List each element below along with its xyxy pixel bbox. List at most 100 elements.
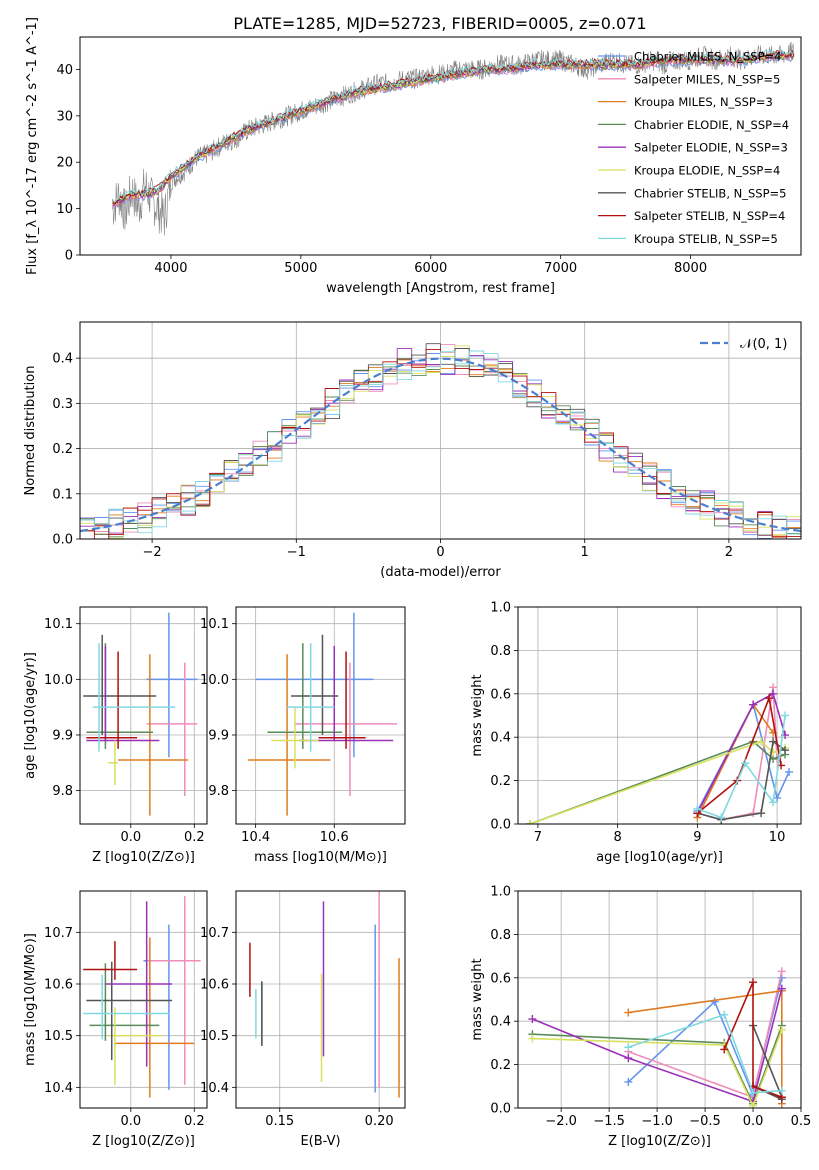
y-tick-label: 0.6 bbox=[490, 687, 511, 702]
axes-frame bbox=[79, 321, 802, 540]
y-tick-label: 10.4 bbox=[44, 1081, 73, 1096]
x-tick-label: 2 bbox=[725, 545, 733, 560]
legend-label: 𝒩(0, 1) bbox=[740, 337, 787, 352]
x-tick-label: 0.2 bbox=[184, 1114, 205, 1129]
error-bar-point bbox=[146, 896, 201, 1085]
y-tick-label: 10.6 bbox=[44, 978, 73, 993]
y-tick-label: 0.6 bbox=[490, 971, 511, 986]
x-axis-label: mass [log10(M/M⊙)] bbox=[254, 850, 387, 865]
y-tick-label: 0.4 bbox=[490, 1015, 511, 1030]
plus-marker bbox=[720, 1010, 729, 1019]
figure-title: PLATE=1285, MJD=52723, FIBERID=0005, z=0… bbox=[233, 14, 646, 33]
y-tick-label: 1.0 bbox=[490, 601, 511, 616]
y-tick-label: 0 bbox=[65, 249, 73, 264]
x-tick-label: 8 bbox=[614, 830, 622, 845]
error-bar-point bbox=[146, 612, 198, 758]
weight-series-line bbox=[628, 1013, 782, 1094]
error-bar-point bbox=[318, 651, 366, 749]
y-tick-label: 10.1 bbox=[200, 617, 229, 632]
x-axis-label: Z [log10(Z/Z⊙)] bbox=[608, 1134, 711, 1149]
x-tick-label: 0.2 bbox=[184, 830, 205, 845]
x-tick-label: 7 bbox=[534, 830, 542, 845]
y-axis-label: mass [log10(M/M⊙)] bbox=[23, 933, 38, 1066]
mass-vs-Z-plot-area bbox=[83, 896, 201, 1098]
age-vs-Z-panel: 0.0 0.2 9.8 9.9 10.0 10.1 Z [log10(Z/Z⊙)] age [… bbox=[23, 606, 208, 865]
plus-marker bbox=[624, 1077, 633, 1086]
error-bar-point bbox=[143, 924, 198, 1090]
plus-marker bbox=[528, 1015, 537, 1024]
y-axis-label: mass weight bbox=[470, 958, 485, 1040]
gaussian-curve bbox=[80, 357, 801, 533]
plus-marker bbox=[720, 1045, 729, 1054]
y-axis-label: mass weight bbox=[470, 674, 485, 756]
x-tick-label: 1 bbox=[581, 545, 589, 560]
y-tick-label: 0.2 bbox=[490, 1058, 511, 1073]
legend-label: Salpeter STELIB, N_SSP=4 bbox=[634, 209, 785, 223]
weight-vs-age-plot-area bbox=[525, 683, 794, 824]
plus-marker bbox=[769, 748, 778, 757]
model-spectrum-line bbox=[112, 49, 794, 203]
histogram-step-line bbox=[80, 350, 801, 535]
plus-marker bbox=[717, 813, 726, 822]
legend-label: Chabrier MILES, N_SSP=4 bbox=[634, 50, 781, 64]
error-bar-point bbox=[86, 645, 160, 742]
y-tick-label: 9.9 bbox=[208, 728, 229, 743]
x-axis-label: Z [log10(Z/Z⊙)] bbox=[92, 850, 195, 865]
age-vs-Z-plot-area bbox=[83, 612, 198, 816]
x-tick-label: 5000 bbox=[284, 261, 317, 276]
y-tick-label: 9.8 bbox=[52, 784, 73, 799]
plus-marker bbox=[525, 820, 534, 824]
spectrum-legend: Chabrier MILES, N_SSP=4 Salpeter MILES, N… bbox=[598, 50, 789, 246]
plus-marker bbox=[757, 737, 766, 746]
y-tick-label: 0.0 bbox=[52, 533, 73, 548]
y-tick-label: 0.0 bbox=[490, 818, 511, 833]
plus-marker bbox=[749, 1101, 758, 1108]
x-tick-label: 0.20 bbox=[365, 1114, 394, 1129]
x-tick-label: 0 bbox=[436, 545, 444, 560]
x-axis-label: Z [log10(Z/Z⊙)] bbox=[92, 1134, 195, 1149]
error-bar-point bbox=[255, 612, 374, 758]
legend-label: Kroupa MILES, N_SSP=3 bbox=[634, 95, 773, 109]
legend-label: Chabrier ELODIE, N_SSP=4 bbox=[634, 118, 789, 132]
y-tick-label: 0.8 bbox=[490, 928, 511, 943]
y-axis-label: age [log10(age/yr)] bbox=[23, 652, 38, 779]
plus-marker bbox=[693, 804, 702, 813]
spectrum-panel: 4000 5000 6000 7000 8000 0 10 20 30 40 wavelength … bbox=[25, 17, 802, 296]
y-tick-label: 10.0 bbox=[200, 673, 229, 688]
plus-marker bbox=[781, 711, 790, 720]
x-tick-label: 10 bbox=[769, 830, 786, 845]
axes-frame bbox=[235, 890, 406, 1109]
plus-marker bbox=[741, 759, 750, 768]
y-tick-label: 10.1 bbox=[44, 617, 73, 632]
error-bar-point bbox=[108, 1007, 163, 1085]
y-tick-label: 0.4 bbox=[52, 352, 73, 367]
axes-frame bbox=[517, 606, 802, 825]
x-axis-label: wavelength [Angstrom, rest frame] bbox=[326, 281, 555, 296]
x-axis-label: (data-model)/error bbox=[380, 565, 501, 580]
x-tick-label: −0.5 bbox=[689, 1114, 721, 1129]
y-tick-label: 10.4 bbox=[200, 1081, 229, 1096]
plus-marker bbox=[710, 997, 719, 1006]
plus-marker bbox=[624, 1008, 633, 1017]
error-bar-point bbox=[287, 643, 335, 752]
y-tick-label: 0.0 bbox=[490, 1102, 511, 1117]
plus-marker bbox=[777, 967, 786, 976]
x-tick-label: 7000 bbox=[544, 261, 577, 276]
weight-vs-Z-panel: −2.0 −1.5 −1.0 −0.5 0.0 0.5 0.0 0.2 0.4 0.6 0.8 1.0… bbox=[470, 885, 811, 1150]
error-bar-point bbox=[108, 740, 119, 786]
x-tick-label: −2 bbox=[143, 545, 162, 560]
mass-vs-ebv-plot-area bbox=[249, 891, 400, 1098]
error-bar-point bbox=[83, 634, 157, 735]
axes-frame bbox=[79, 36, 802, 256]
residual-histogram-plot-area bbox=[80, 343, 801, 539]
x-tick-label: −2.0 bbox=[545, 1114, 577, 1129]
x-tick-label: 0.15 bbox=[265, 1114, 294, 1129]
legend-label: Salpeter ELODIE, N_SSP=3 bbox=[634, 141, 788, 155]
error-bar-point bbox=[118, 654, 188, 816]
y-tick-label: 10.6 bbox=[200, 978, 229, 993]
observed-spectrum-line bbox=[112, 41, 795, 236]
x-tick-label: 0.0 bbox=[120, 830, 141, 845]
y-tick-label: 10.5 bbox=[200, 1029, 229, 1044]
plus-marker bbox=[777, 984, 786, 993]
plus-marker bbox=[749, 978, 758, 987]
